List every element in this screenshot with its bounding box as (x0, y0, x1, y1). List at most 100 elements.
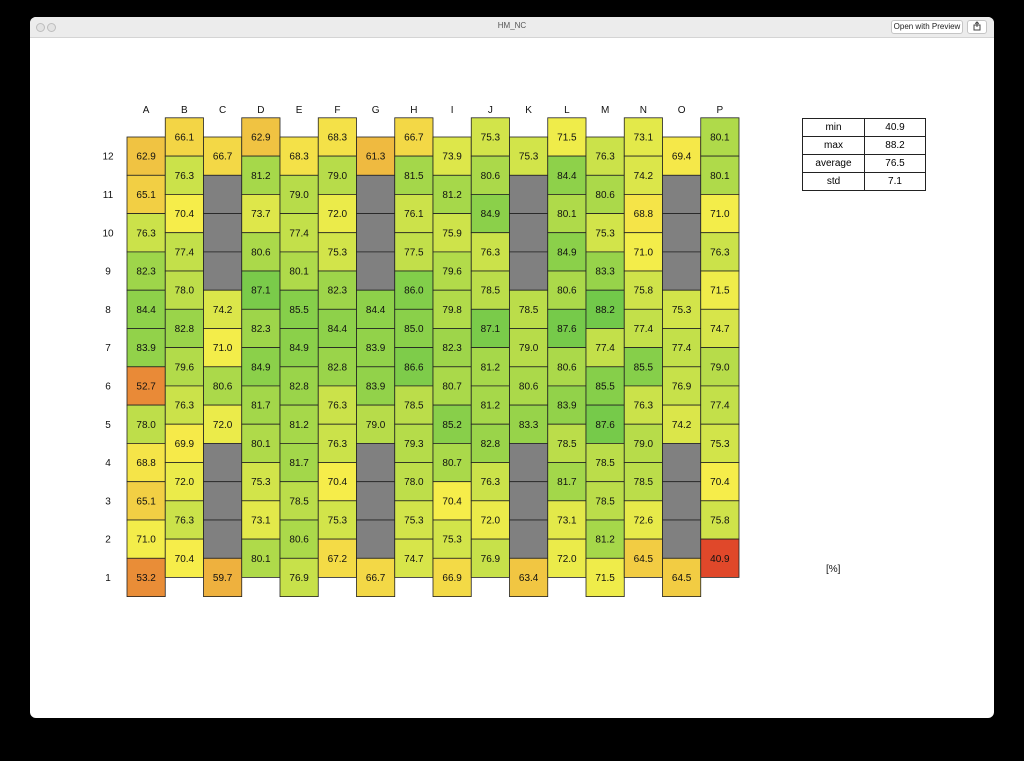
heatmap-cell-empty (356, 442, 396, 483)
cell-value-label: 80.6 (251, 247, 271, 258)
cell-value-label: 79.0 (519, 343, 539, 354)
stats-label: max (802, 136, 865, 155)
heatmap-cell (432, 557, 472, 597)
heatmap-cell-empty (662, 174, 702, 215)
cell-value-label: 74.2 (634, 171, 654, 182)
heatmap-cell-empty (509, 481, 549, 521)
cell-value-label: 79.0 (634, 439, 654, 450)
heatmap-cell-empty (356, 519, 396, 559)
row-label: 5 (105, 420, 111, 431)
column-label: B (181, 105, 188, 116)
heatmap-cell (203, 404, 243, 444)
heatmap-cell (585, 213, 625, 253)
cell-value-label: 74.2 (213, 305, 233, 316)
cell-value-label: 61.3 (366, 152, 386, 163)
cell-value-label: 69.4 (672, 152, 692, 163)
heatmap-cell (241, 155, 281, 195)
stats-row-std: std 7.1 (802, 172, 926, 191)
heatmap-cell (585, 366, 625, 406)
heatmap-cell (317, 462, 357, 502)
heatmap-cell (623, 538, 663, 578)
cell-value-label: 81.2 (251, 171, 271, 182)
column-label: L (564, 105, 570, 116)
cell-value-label: 75.3 (328, 247, 348, 258)
stats-row-max: max 88.2 (802, 136, 926, 155)
heatmap-cell (317, 500, 357, 540)
cell-value-label: 68.8 (634, 209, 654, 220)
open-with-preview-button[interactable]: Open with Preview (891, 20, 963, 34)
minimize-icon[interactable] (47, 23, 56, 32)
heatmap-cell (241, 193, 281, 234)
row-label: 1 (105, 573, 111, 584)
cell-value-label: 82.3 (442, 343, 462, 354)
column-label: H (410, 105, 417, 116)
cell-value-label: 79.6 (442, 267, 462, 278)
cell-value-label: 74.7 (404, 554, 424, 565)
cell-value-label: 71.0 (634, 247, 654, 258)
heatmap-cell (164, 538, 204, 578)
heatmap-cell (585, 557, 625, 597)
row-label: 4 (105, 458, 111, 469)
cell-value-label: 81.2 (595, 535, 615, 546)
heatmap-cell (317, 270, 357, 310)
cell-value-label: 78.5 (557, 439, 577, 450)
cell-value-label: 74.7 (710, 324, 730, 335)
heatmap-cell (470, 538, 510, 578)
heatmap-cell (585, 404, 625, 444)
cell-value-label: 75.8 (634, 286, 654, 297)
cell-value-label: 87.1 (481, 324, 501, 335)
cell-value-label: 78.5 (595, 458, 615, 469)
cell-value-label: 53.2 (136, 573, 156, 584)
cell-value-label: 81.2 (481, 362, 501, 373)
row-label: 3 (105, 496, 111, 507)
heatmap-cell-empty (356, 213, 396, 253)
cell-value-label: 40.9 (710, 554, 730, 565)
heatmap-cell (356, 136, 396, 176)
cell-value-label: 84.9 (289, 343, 309, 354)
heatmap-cell (432, 289, 472, 329)
heatmap-cell (662, 557, 702, 597)
cell-value-label: 79.0 (710, 362, 730, 373)
cell-value-label: 67.2 (328, 554, 348, 565)
column-label: O (678, 105, 686, 116)
heatmap-cell-empty (662, 481, 702, 521)
cell-value-label: 75.3 (442, 535, 462, 546)
close-icon[interactable] (36, 23, 45, 32)
cell-value-label: 76.3 (328, 401, 348, 412)
cell-value-label: 72.0 (481, 515, 501, 526)
heatmap-cell (203, 289, 243, 329)
heatmap-cell (203, 366, 243, 406)
heatmap-cell (164, 193, 204, 234)
cell-value-label: 79.0 (328, 171, 348, 182)
cell-value-label: 84.4 (557, 171, 577, 182)
heatmap-cell (317, 347, 357, 387)
cell-value-label: 83.3 (519, 420, 539, 431)
cell-value-label: 71.5 (557, 132, 577, 143)
cell-value-label: 78.0 (175, 286, 195, 297)
heatmap-cell (470, 308, 510, 348)
cell-value-label: 80.7 (442, 381, 462, 392)
cell-value-label: 66.7 (404, 132, 424, 143)
heatmap-cell (317, 232, 357, 272)
cell-value-label: 83.9 (366, 343, 386, 354)
heatmap-cell (279, 442, 319, 483)
cell-value-label: 85.5 (289, 305, 309, 316)
cell-value-label: 73.1 (251, 515, 271, 526)
cell-value-label: 76.3 (710, 247, 730, 258)
share-button[interactable] (967, 20, 987, 34)
cell-value-label: 82.3 (251, 324, 271, 335)
heatmap-cell-empty (203, 519, 243, 559)
cell-value-label: 85.5 (634, 362, 654, 373)
cell-value-label: 87.6 (557, 324, 577, 335)
cell-value-label: 76.3 (175, 515, 195, 526)
heatmap-cell (241, 232, 281, 272)
heatmap-cell (585, 481, 625, 521)
cell-value-label: 87.6 (595, 420, 615, 431)
heatmap-cell (356, 328, 396, 368)
cell-value-label: 79.8 (442, 305, 462, 316)
heatmap-cell (203, 328, 243, 368)
cell-value-label: 62.9 (136, 152, 156, 163)
cell-value-label: 76.3 (328, 439, 348, 450)
heatmap-cell (203, 136, 243, 176)
heatmap-cell (470, 347, 510, 387)
